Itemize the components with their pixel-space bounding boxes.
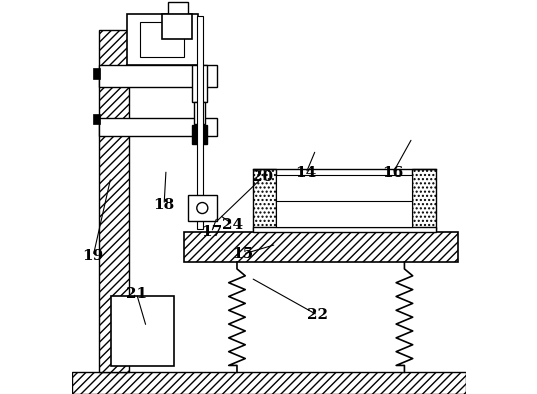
- Bar: [184, 232, 458, 262]
- Bar: [192, 125, 207, 144]
- Bar: [197, 16, 203, 229]
- Bar: [99, 30, 129, 372]
- Bar: [192, 65, 207, 102]
- Text: 18: 18: [154, 198, 175, 212]
- Bar: [93, 68, 100, 79]
- Bar: [141, 22, 184, 57]
- Bar: [127, 14, 198, 65]
- Text: 16: 16: [382, 166, 403, 180]
- Text: 14: 14: [295, 166, 316, 180]
- Bar: [99, 118, 217, 136]
- Text: 20: 20: [252, 170, 273, 184]
- Bar: [93, 114, 100, 124]
- Bar: [188, 195, 217, 221]
- Bar: [412, 169, 436, 230]
- Bar: [253, 169, 277, 230]
- Text: 17: 17: [201, 225, 222, 240]
- Bar: [99, 65, 217, 87]
- Text: 24: 24: [222, 217, 244, 232]
- Bar: [168, 2, 188, 14]
- Bar: [162, 14, 192, 39]
- Bar: [253, 227, 436, 232]
- Text: 15: 15: [233, 247, 253, 261]
- Bar: [71, 372, 466, 394]
- Text: 19: 19: [83, 249, 104, 263]
- Bar: [111, 296, 174, 366]
- Bar: [194, 102, 206, 124]
- Text: 22: 22: [307, 308, 328, 322]
- Text: 21: 21: [126, 286, 147, 301]
- Bar: [277, 175, 412, 227]
